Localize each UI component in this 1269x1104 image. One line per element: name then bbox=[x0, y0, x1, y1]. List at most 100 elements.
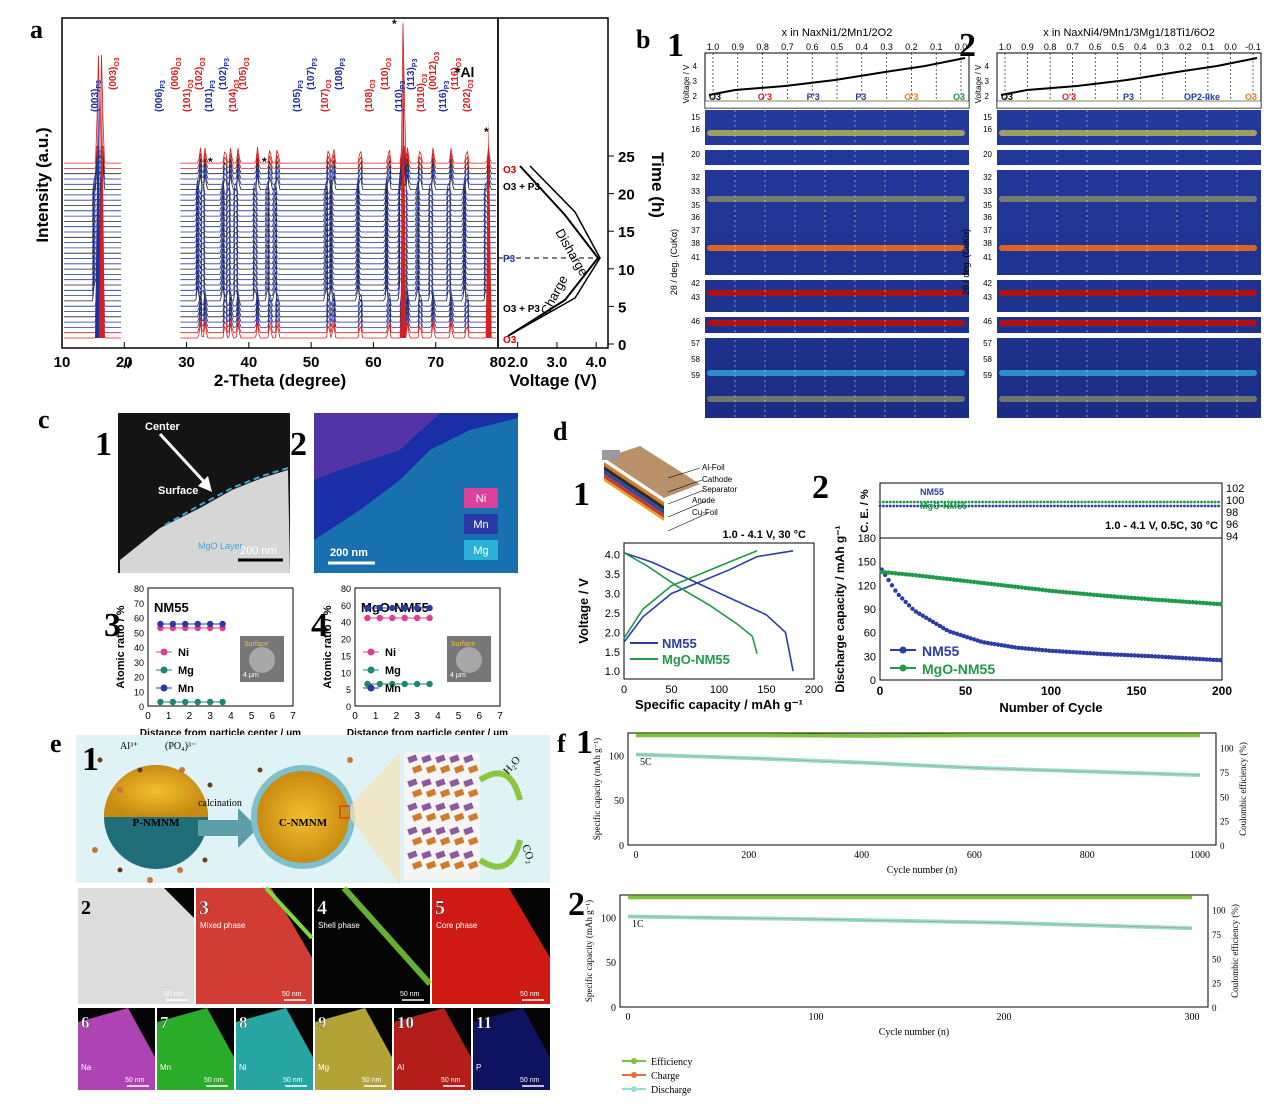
ce-point-nm55 bbox=[1025, 504, 1029, 508]
ce-point-nm55 bbox=[943, 504, 947, 508]
lattice-block bbox=[435, 778, 446, 788]
ce-point-mgo bbox=[1162, 500, 1166, 504]
ce-point-nm55 bbox=[991, 504, 995, 508]
theta-label: 2θ / deg. (CuKα) bbox=[961, 229, 971, 295]
composition-tick: 0.3 bbox=[880, 42, 893, 52]
legend-label: Mn bbox=[385, 683, 401, 695]
tile-scale: 50 nm bbox=[400, 991, 420, 998]
ce-legend-label: NM55 bbox=[920, 487, 944, 497]
element-signal bbox=[473, 1008, 550, 1090]
ce-point-mgo bbox=[926, 500, 930, 504]
ylabel-right: Coulombic efficiency (%) bbox=[1238, 742, 1248, 836]
legend-mn-box bbox=[464, 514, 498, 534]
peak-hkl: (116) bbox=[450, 67, 461, 90]
phase-label: O'3 bbox=[1062, 92, 1076, 102]
capacity-point bbox=[1016, 645, 1021, 651]
x-tick: 1 bbox=[373, 711, 379, 722]
ce-point-nm55 bbox=[933, 504, 937, 508]
plot-frame bbox=[623, 542, 815, 680]
tile-number: 4 bbox=[317, 897, 327, 919]
voltage-tick-label: 4.0 bbox=[586, 354, 607, 371]
ce-point-mgo bbox=[1179, 500, 1183, 504]
condition-label: 1.0 - 4.1 V, 30 °C bbox=[723, 529, 807, 541]
theta-tick: 38 bbox=[691, 239, 700, 248]
xrd-trace bbox=[64, 241, 496, 265]
capacity-point bbox=[1159, 654, 1165, 660]
capacity-point bbox=[1043, 588, 1049, 593]
capacity-point bbox=[1023, 585, 1028, 591]
ce-point-nm55 bbox=[988, 504, 991, 508]
ce-point-mgo bbox=[895, 500, 899, 504]
ce-point-nm55 bbox=[912, 504, 916, 508]
capacity-point bbox=[1064, 590, 1069, 595]
peak-phase: O3 bbox=[326, 79, 333, 88]
peak-hkl: (006) bbox=[154, 89, 165, 112]
ce-point-mgo bbox=[964, 500, 967, 504]
capacity-point bbox=[1187, 656, 1192, 661]
y-tick: 20 bbox=[134, 673, 144, 683]
condition-label: 1.0 - 4.1 V, 0.5C, 30 °C bbox=[1105, 520, 1218, 532]
y-tick: 2.0 bbox=[605, 627, 620, 639]
theta-label: 2θ / deg. (CuKα) bbox=[669, 229, 679, 295]
phase-label: O3 bbox=[1001, 92, 1013, 102]
capacity-point bbox=[1101, 593, 1107, 598]
theta-tick: 43 bbox=[691, 293, 700, 302]
xlabel: Cycle number (n) bbox=[879, 1027, 950, 1038]
tile-scale: 50 nm bbox=[362, 1077, 382, 1084]
xrd-x-tick-label: 60 bbox=[365, 354, 382, 371]
capacity-point bbox=[1190, 656, 1196, 661]
lattice-block bbox=[439, 788, 451, 798]
capacity-point bbox=[988, 581, 994, 587]
capacity-point bbox=[1142, 596, 1148, 602]
x-tick: 3 bbox=[414, 711, 420, 722]
x-tick: 150 bbox=[1126, 684, 1146, 698]
stem-particle bbox=[78, 888, 194, 1004]
composition-tick: 1.0 bbox=[707, 42, 720, 52]
y-tick: 70 bbox=[134, 599, 144, 609]
plot-frame bbox=[354, 587, 501, 707]
capacity-point bbox=[1183, 656, 1189, 661]
y-tick: 120 bbox=[858, 580, 876, 592]
ce-point-mgo bbox=[1135, 500, 1138, 504]
composition-tick: 0.6 bbox=[806, 42, 819, 52]
peak-phase: P3 bbox=[444, 81, 451, 90]
capacity-point bbox=[1112, 652, 1117, 657]
ce-point-nm55 bbox=[1022, 504, 1026, 508]
xrd-x-ticks: 10 20 30 40 50 60 70 80 bbox=[54, 342, 506, 371]
ce-point-mgo bbox=[878, 500, 882, 504]
ce-point-nm55 bbox=[994, 504, 998, 508]
mgo-layer-label: MgO Layer bbox=[198, 541, 243, 551]
ylabel: Voltage / V bbox=[576, 578, 591, 644]
capacity-point bbox=[1187, 599, 1192, 605]
xrd-trace bbox=[64, 209, 496, 233]
capacity-point bbox=[937, 623, 943, 629]
calcination-arrow bbox=[198, 808, 258, 848]
ce-point-nm55 bbox=[981, 504, 984, 508]
xrd-trace bbox=[64, 305, 496, 328]
operando-map-2: 2 x in NaxNi4/9Mn1/3Mg1/18Ti1/6O2 1.0 0.9 0.… bbox=[959, 27, 1262, 418]
capacity-point bbox=[1009, 644, 1014, 650]
peak-hkl: (110) bbox=[394, 89, 405, 112]
xrd-ylabel: Intensity (a.u.) bbox=[33, 127, 52, 242]
capacity-point bbox=[1115, 652, 1120, 657]
ce-point-mgo bbox=[1053, 500, 1056, 504]
peak-phase: O3 bbox=[456, 58, 463, 67]
ce-point-mgo bbox=[1203, 500, 1207, 504]
ratio-point bbox=[389, 604, 396, 612]
lattice-block bbox=[425, 836, 437, 846]
y-tick: 80 bbox=[134, 584, 144, 594]
ce-point-mgo bbox=[905, 500, 909, 504]
lattice-block bbox=[453, 788, 465, 798]
lattice-block bbox=[467, 788, 479, 798]
ce-point-mgo bbox=[1018, 500, 1022, 504]
al-ion-label: Al³⁺ bbox=[120, 741, 138, 752]
lattice-block bbox=[425, 788, 437, 798]
volt-tick: 2 bbox=[693, 92, 698, 101]
lattice-block bbox=[449, 850, 460, 860]
ce-point-mgo bbox=[1011, 500, 1015, 504]
xrd-peak-label: (202)O3 bbox=[462, 79, 475, 112]
peak-phase: O3 bbox=[244, 57, 251, 66]
xrd-peak-label: (003)P3 bbox=[90, 80, 103, 112]
theta-tick: 42 bbox=[983, 279, 992, 288]
capacity-point bbox=[1194, 600, 1199, 605]
